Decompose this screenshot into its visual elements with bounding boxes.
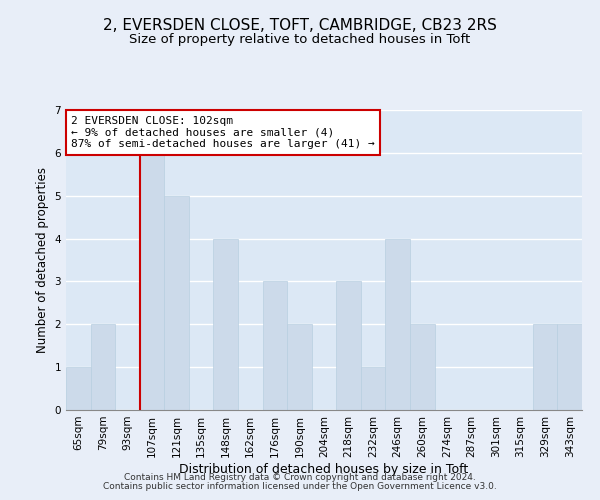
X-axis label: Distribution of detached houses by size in Toft: Distribution of detached houses by size … xyxy=(179,462,469,475)
Bar xyxy=(140,153,164,410)
Bar xyxy=(361,367,385,410)
Bar xyxy=(263,282,287,410)
Text: Contains public sector information licensed under the Open Government Licence v3: Contains public sector information licen… xyxy=(103,482,497,491)
Bar xyxy=(91,324,115,410)
Bar xyxy=(336,282,361,410)
Bar xyxy=(533,324,557,410)
Bar xyxy=(410,324,434,410)
Bar xyxy=(214,238,238,410)
Bar xyxy=(557,324,582,410)
Y-axis label: Number of detached properties: Number of detached properties xyxy=(36,167,49,353)
Text: Contains HM Land Registry data © Crown copyright and database right 2024.: Contains HM Land Registry data © Crown c… xyxy=(124,474,476,482)
Text: Size of property relative to detached houses in Toft: Size of property relative to detached ho… xyxy=(130,32,470,46)
Bar xyxy=(66,367,91,410)
Text: 2 EVERSDEN CLOSE: 102sqm
← 9% of detached houses are smaller (4)
87% of semi-det: 2 EVERSDEN CLOSE: 102sqm ← 9% of detache… xyxy=(71,116,375,149)
Bar xyxy=(287,324,312,410)
Bar xyxy=(164,196,189,410)
Text: 2, EVERSDEN CLOSE, TOFT, CAMBRIDGE, CB23 2RS: 2, EVERSDEN CLOSE, TOFT, CAMBRIDGE, CB23… xyxy=(103,18,497,32)
Bar xyxy=(385,238,410,410)
